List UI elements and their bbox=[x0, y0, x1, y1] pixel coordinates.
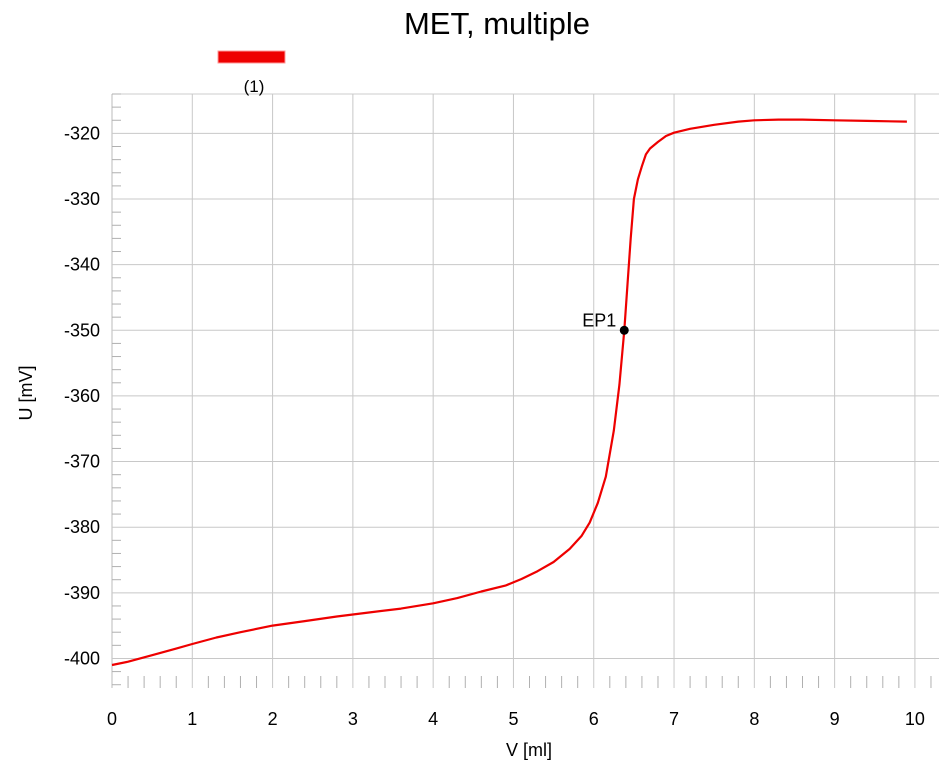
grid bbox=[111, 93, 939, 688]
x-axis-label: V [ml] bbox=[506, 740, 552, 760]
y-tick-label: -320 bbox=[64, 123, 100, 143]
x-tick-label: 10 bbox=[905, 709, 925, 729]
endpoint-marker bbox=[619, 325, 629, 335]
y-tick-label: -340 bbox=[64, 255, 100, 275]
x-tick-label: 9 bbox=[830, 709, 840, 729]
series-layer bbox=[111, 118, 907, 667]
x-tick-label: 3 bbox=[348, 709, 358, 729]
tick-labels: 0 1 2 3 4 5 6 7 8 9 10 -400 -390 -380 -370 -360 -350 -340… bbox=[64, 123, 925, 729]
legend: (1) bbox=[217, 50, 286, 96]
chart-title: MET, multiple bbox=[403, 6, 591, 41]
legend-swatch bbox=[217, 50, 286, 64]
y-tick-label: -360 bbox=[64, 386, 100, 406]
x-tick-label: 0 bbox=[107, 709, 117, 729]
y-tick-label: -400 bbox=[64, 648, 100, 668]
y-tick-label: -390 bbox=[64, 583, 100, 603]
x-tick-label: 8 bbox=[749, 709, 759, 729]
x-tick-label: 7 bbox=[669, 709, 679, 729]
x-tick-label: 5 bbox=[508, 709, 518, 729]
x-tick-label: 1 bbox=[187, 709, 197, 729]
x-tick-label: 2 bbox=[268, 709, 278, 729]
series-line bbox=[111, 118, 907, 667]
annotations-layer: EP1 bbox=[582, 310, 629, 335]
x-tick-label: 4 bbox=[428, 709, 438, 729]
legend-label: (1) bbox=[244, 77, 265, 96]
x-tick-label: 6 bbox=[589, 709, 599, 729]
y-axis-label: U [mV] bbox=[16, 365, 36, 420]
y-tick-label: -330 bbox=[64, 189, 100, 209]
endpoint-label: EP1 bbox=[582, 310, 616, 330]
y-tick-label: -350 bbox=[64, 320, 100, 340]
y-tick-label: -370 bbox=[64, 452, 100, 472]
y-tick-label: -380 bbox=[64, 517, 100, 537]
minor-ticks bbox=[112, 93, 932, 688]
